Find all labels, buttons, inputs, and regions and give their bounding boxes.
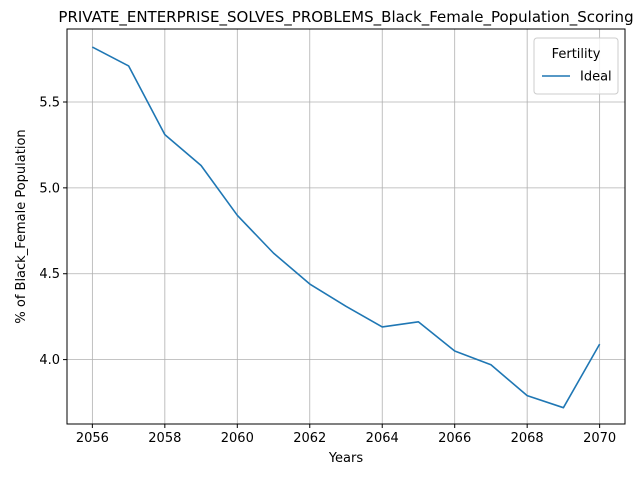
x-tick-label: 2064	[366, 431, 399, 446]
x-tick-label: 2068	[511, 431, 544, 446]
x-axis-title: Years	[328, 451, 364, 466]
legend-box	[533, 37, 619, 95]
x-tick-label: 2066	[438, 431, 471, 446]
ticks: 2056 2058 2060 2062 2064 2066 2068 2070 4.0 4.5 5.…	[39, 95, 616, 446]
legend-entries: Ideal	[542, 70, 612, 85]
y-tick-label: 4.0	[39, 353, 60, 368]
series-line-ideal	[91, 46, 601, 409]
legend: Fertility Ideal	[533, 37, 619, 95]
series-layer	[91, 46, 601, 409]
x-tick-label: 2060	[221, 431, 254, 446]
legend-title: Fertility	[552, 47, 601, 62]
grid	[67, 29, 625, 424]
x-tick-label: 2058	[148, 431, 181, 446]
x-tick-label: 2070	[583, 431, 616, 446]
x-tick-label: 2062	[293, 431, 326, 446]
x-tick-label: 2056	[76, 431, 109, 446]
y-tick-label: 5.5	[39, 95, 60, 110]
y-axis-title: % of Black_Female Population	[14, 129, 29, 323]
plot-area-frame	[66, 28, 626, 425]
y-tick-label: 5.0	[39, 181, 60, 196]
y-tick-label: 4.5	[39, 267, 60, 282]
chart-title: PRIVATE_ENTERPRISE_SOLVES_PROBLEMS_Black…	[58, 8, 633, 27]
legend-label: Ideal	[580, 70, 612, 85]
